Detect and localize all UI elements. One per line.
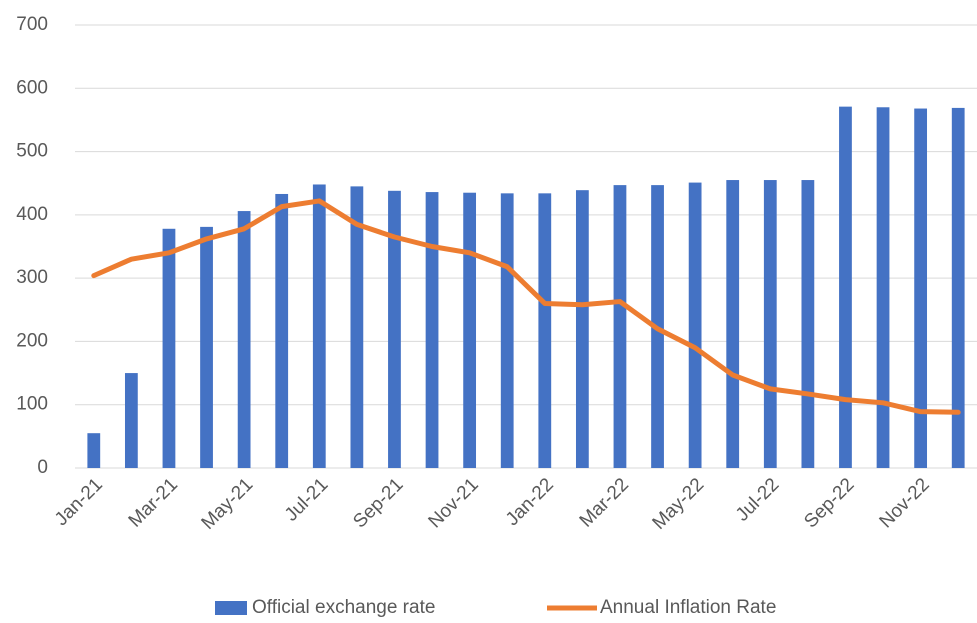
y-tick-label: 300 <box>16 267 48 288</box>
bar <box>388 190 401 468</box>
bar <box>275 193 289 469</box>
y-tick-label: 600 <box>16 77 48 98</box>
bar <box>688 182 702 468</box>
bar <box>200 226 213 468</box>
bar <box>350 186 364 468</box>
bar <box>538 193 552 468</box>
bar <box>162 228 176 468</box>
bar <box>613 185 627 468</box>
x-tick-label: Mar-22 <box>576 474 633 531</box>
y-tick-label: 0 <box>37 457 48 478</box>
bar <box>839 106 852 468</box>
x-tick-label: May-21 <box>198 474 258 534</box>
x-tick-label: Nov-22 <box>876 474 934 532</box>
legend-label: Annual Inflation Rate <box>600 597 776 618</box>
x-tick-label: Jan-22 <box>502 474 558 530</box>
bar <box>87 433 101 468</box>
x-tick-label: Jul-21 <box>281 474 332 525</box>
x-tick-label: Mar-21 <box>125 474 182 531</box>
x-tick-label: Sep-22 <box>800 474 858 532</box>
bar <box>763 180 777 469</box>
bar <box>575 190 589 468</box>
line <box>91 198 961 415</box>
y-tick-label: 200 <box>16 330 48 351</box>
x-tick-label: Nov-21 <box>425 474 483 532</box>
legend-swatch <box>215 601 247 615</box>
bar <box>914 108 928 468</box>
y-tick-label: 100 <box>16 394 48 415</box>
legend-label: Official exchange rate <box>252 597 435 618</box>
bar <box>312 184 326 469</box>
y-tick-label: 400 <box>16 204 48 225</box>
bar <box>124 373 138 468</box>
bar <box>951 107 965 468</box>
bar <box>425 192 439 468</box>
x-tick-label: May-22 <box>649 474 709 534</box>
bar <box>801 180 815 469</box>
x-tick-label: Sep-21 <box>349 474 407 532</box>
y-tick-label: 500 <box>16 141 48 162</box>
bar <box>876 107 890 469</box>
x-tick-label: Jul-22 <box>732 474 783 525</box>
y-tick-label: 700 <box>16 14 48 35</box>
bar <box>726 180 740 469</box>
x-tick-label: Jan-21 <box>51 474 107 530</box>
bar <box>500 193 514 468</box>
bar <box>237 211 251 468</box>
bar <box>463 192 477 468</box>
